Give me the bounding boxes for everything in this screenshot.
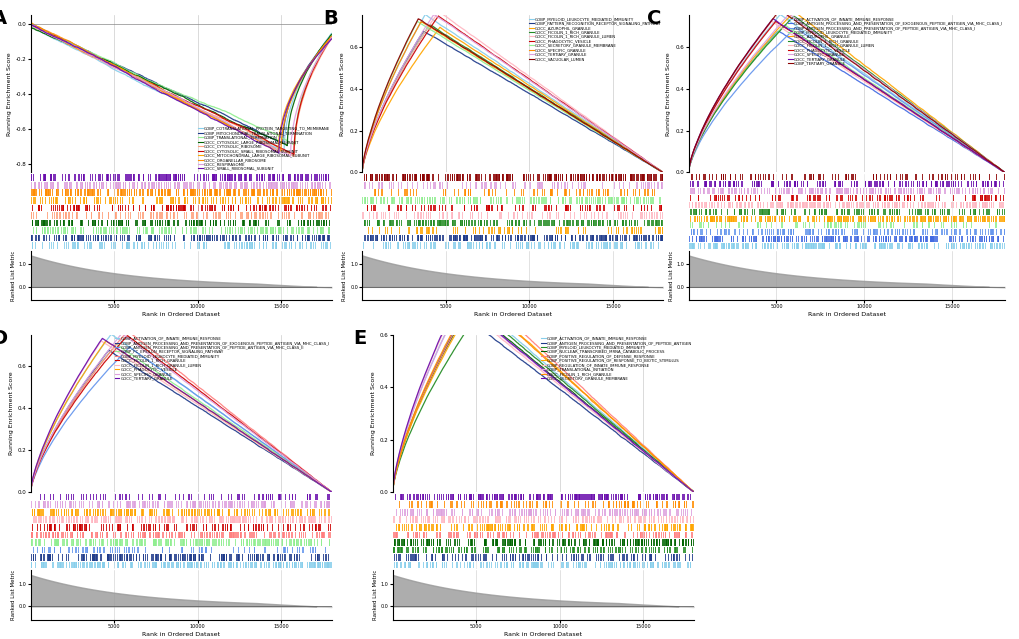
Y-axis label: Running Enrichment Score: Running Enrichment Score [8,372,13,455]
X-axis label: Rank in Ordered Dataset: Rank in Ordered Dataset [142,312,220,318]
X-axis label: Rank in Ordered Dataset: Rank in Ordered Dataset [473,312,551,318]
Legend: GOBP_ACTIVATION_OF_INNATE_IMMUNE_RESPONSE, GOBP_ANTIGEN_PROCESSING_AND_PRESENTAT: GOBP_ACTIVATION_OF_INNATE_IMMUNE_RESPONS… [114,336,330,381]
Legend: GOBP_COTRANSLATIONAL_PROTEIN_TARGETING_TO_MEMBRANE, GOBP_MITOCHONDRIAL_TRANSLATI: GOBP_COTRANSLATIONAL_PROTEIN_TARGETING_T… [198,127,330,171]
Y-axis label: Ranked List Metric: Ranked List Metric [11,570,16,620]
Text: D: D [0,328,7,348]
Y-axis label: Ranked List Metric: Ranked List Metric [342,250,347,301]
Text: C: C [647,9,661,28]
Y-axis label: Ranked List Metric: Ranked List Metric [11,250,16,301]
Y-axis label: Running Enrichment Score: Running Enrichment Score [665,52,671,135]
Text: E: E [354,328,367,348]
Legend: GOBP_ACTIVATION_OF_INNATE_IMMUNE_RESPONSE, GOBP_ANTIGEN_PROCESSING_AND_PRESENTAT: GOBP_ACTIVATION_OF_INNATE_IMMUNE_RESPONS… [540,336,692,381]
Y-axis label: Running Enrichment Score: Running Enrichment Score [339,52,344,135]
Legend: GOBP_MYELOID_LEUKOCYTE_MEDIATED_IMMUNITY, GOBP_PATTERN_RECOGNITION_RECEPTOR_SIGN: GOBP_MYELOID_LEUKOCYTE_MEDIATED_IMMUNITY… [528,17,661,61]
Y-axis label: Running Enrichment Score: Running Enrichment Score [370,372,375,455]
Y-axis label: Running Enrichment Score: Running Enrichment Score [6,52,11,135]
Y-axis label: Ranked List Metric: Ranked List Metric [373,570,378,620]
Text: A: A [0,9,6,28]
X-axis label: Rank in Ordered Dataset: Rank in Ordered Dataset [807,312,884,318]
X-axis label: Rank in Ordered Dataset: Rank in Ordered Dataset [503,632,582,637]
Legend: GOBP_ACTIVATION_OF_INNATE_IMMUNE_RESPONSE, GOBP_ANTIGEN_PROCESSING_AND_PRESENTAT: GOBP_ACTIVATION_OF_INNATE_IMMUNE_RESPONS… [787,17,1003,66]
Text: B: B [323,9,337,28]
X-axis label: Rank in Ordered Dataset: Rank in Ordered Dataset [142,632,220,637]
Y-axis label: Ranked List Metric: Ranked List Metric [668,250,674,301]
